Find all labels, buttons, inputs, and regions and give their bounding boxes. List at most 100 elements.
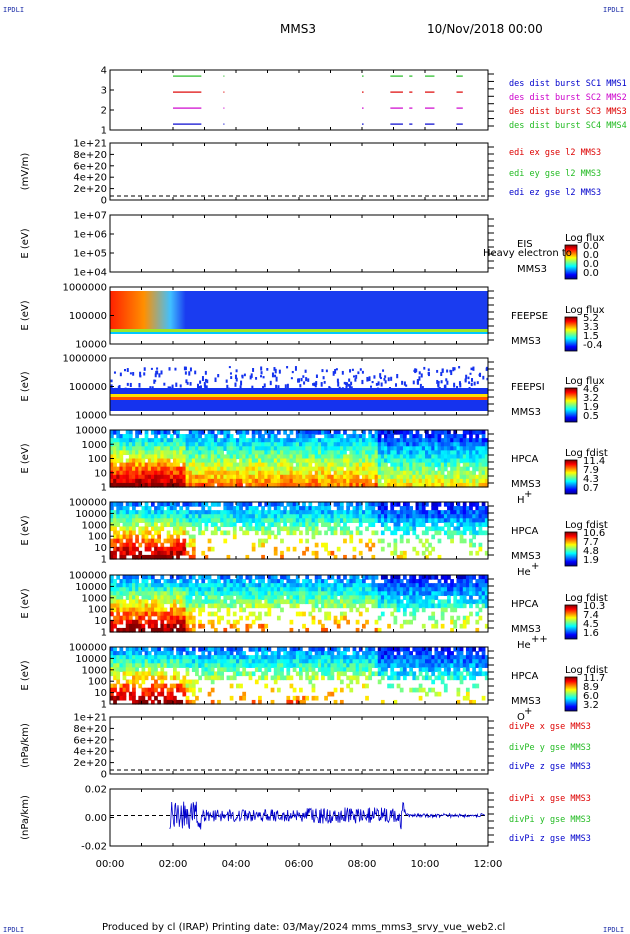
spectrogram-cell [229,667,234,673]
spectrogram-cell [273,434,278,439]
spectrogram-cell [125,438,130,443]
spectrogram-cell [478,530,483,536]
spectrogram-cell [431,611,436,617]
spectrogram-cell [311,506,316,511]
spectrogram-cell [396,470,401,476]
spectrogram-cell [135,482,139,488]
spectrogram-cell [478,514,483,519]
spectrogram-cell [302,583,306,588]
spectrogram-cell [258,522,262,528]
spectrogram-cell [226,667,231,673]
spectrogram-cell [248,583,253,588]
spectrogram-cell [110,482,114,488]
feepsi-speckle [473,381,476,386]
spectrogram-cell [317,462,322,468]
spectrogram-cell [223,438,228,443]
spectrogram-cell [299,446,303,451]
spectrogram-cell [179,482,184,488]
spectrogram-cell [220,647,224,652]
spectrogram-cell [160,502,165,507]
spectrogram-cell [308,434,313,439]
spectrogram-cell [317,442,322,447]
spectrogram-cell [213,502,218,507]
spectrogram-cell [132,518,136,523]
spectrogram-cell [317,595,322,601]
spectrogram-cell [188,458,193,464]
spectrogram-cell [166,546,171,552]
spectrogram-cell [365,442,369,447]
spectrogram-cell [339,482,344,488]
spectrogram-cell [267,595,272,601]
spectrogram-cell [147,655,152,660]
spectrogram-cell [355,506,360,511]
spectrogram-cell [336,599,341,605]
spectrogram-cell [125,506,130,511]
spectrogram-cell [402,619,407,625]
spectrogram-cell [195,663,199,668]
spectrogram-cell [119,546,124,552]
spectrogram-cell [150,611,155,617]
spectrogram-cell [384,470,388,476]
spectrogram-cell [217,446,221,451]
spectrogram-cell [462,623,467,629]
spectrogram-cell [182,518,187,523]
spectrogram-cell [437,526,442,532]
spectrogram-cell [387,518,391,523]
spectrogram-cell [324,583,328,588]
spectrogram-cell [321,603,325,609]
spectrogram-cell [169,554,174,560]
spectrogram-cell [336,522,341,528]
spectrogram-cell [339,462,344,468]
spectrogram-cell [409,442,413,447]
spectrogram-cell [264,663,269,668]
spectrogram-cell [217,587,221,592]
spectrogram-cell [185,510,190,515]
spectrogram-cell [412,462,417,468]
spectrogram-cell [147,522,152,528]
spectrogram-cell [223,462,228,468]
spectrogram-cell [425,454,429,460]
spectrogram-cell [182,691,187,697]
panel-hpca_h [109,429,578,495]
spectrogram-cell [204,522,209,528]
spectrogram-cell [387,438,391,443]
spectrogram-cell [207,599,212,605]
spectrogram-cell [292,687,297,693]
spectrogram-cell [113,462,117,468]
spectrogram-cell [270,603,275,609]
spectrogram-cell [280,474,284,480]
spectrogram-cell [409,446,413,451]
spectrogram-cell [283,450,287,456]
spectrogram-cell [147,462,152,468]
spectrogram-cell [264,454,269,460]
spectrogram-cell [204,450,209,456]
spectrogram-cell [336,442,341,447]
spectrogram-cell [421,470,426,476]
spectrogram-cell [453,466,458,472]
spectrogram-cell [478,478,483,484]
spectrogram-cell [201,482,206,488]
spectrogram-cell [110,518,114,523]
spectrogram-cell [453,591,458,596]
spectrogram-cell [280,454,284,460]
spectrogram-cell [371,514,376,519]
spectrogram-cell [299,651,303,656]
spectrogram-cell [459,587,464,592]
spectrogram-cell [128,438,133,443]
spectrogram-cell [248,575,253,580]
spectrogram-cell [270,655,275,660]
y-tick-label: 1e+04 [73,268,107,279]
spectrogram-cell [453,514,458,519]
spectrogram-cell [355,627,360,633]
spectrogram-cell [179,466,184,472]
spectrogram-cell [116,595,121,601]
spectrogram-cell [314,579,319,584]
spacecraft-label: MMS3 [511,407,541,418]
spectrogram-cell [270,518,275,523]
spectrogram-cell [232,611,237,617]
spectrogram-cell [402,478,407,484]
spectrogram-cell [387,478,391,484]
spectrogram-cell [110,466,114,472]
spectrogram-cell [406,510,410,515]
spectrogram-cell [387,482,391,488]
